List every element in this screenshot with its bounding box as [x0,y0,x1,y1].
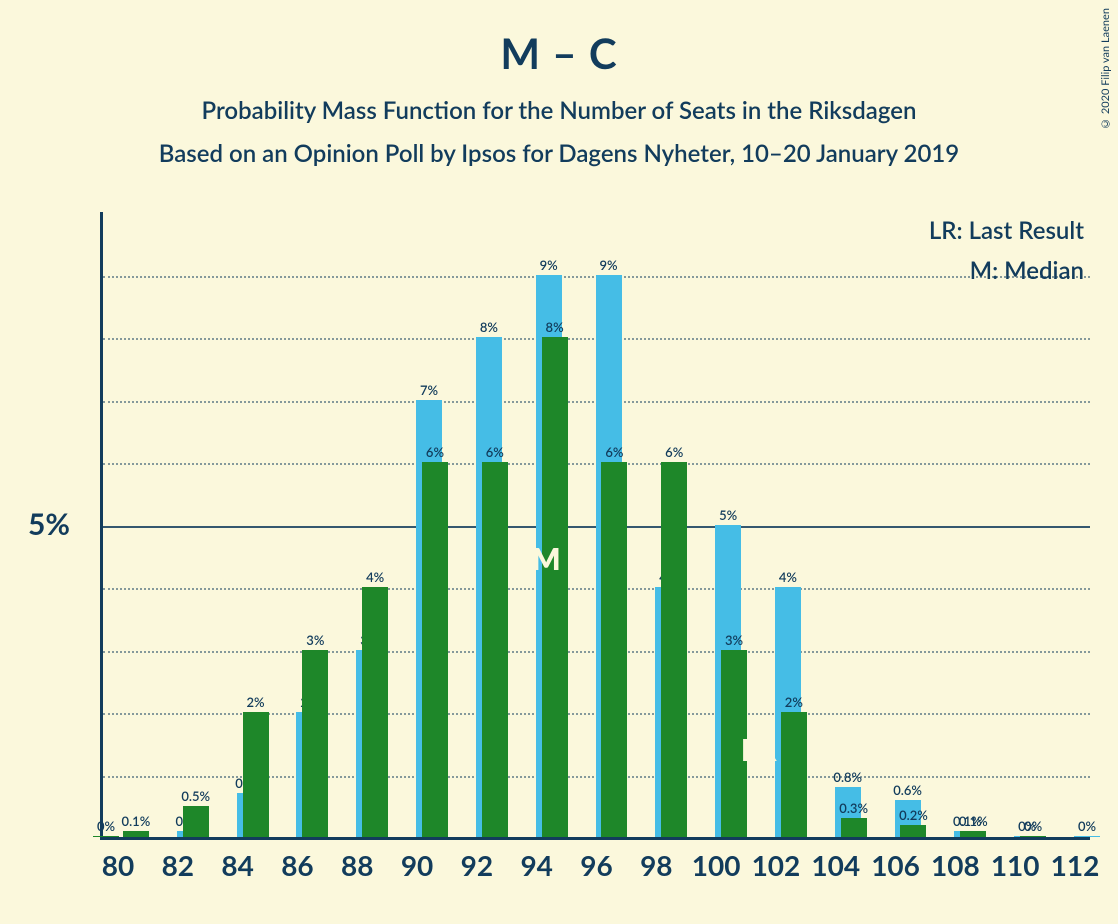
bar-blue: 0% [1074,836,1100,837]
bar-value-label: 2% [246,694,264,710]
bar-value-label: 4% [366,569,384,585]
bar-green: 6% [661,462,687,837]
bar-value-label: 5% [719,507,737,523]
bar-value-label: 6% [605,444,623,460]
bar-value-label: 0.2% [899,807,928,823]
bar-value-label: 0.8% [833,769,862,785]
bar-value-label: 0% [1024,818,1042,834]
bar-value-label: 0.5% [181,788,210,804]
x-tick-label: 112 [1051,848,1100,882]
chart-plot-area: 5% LR: Last Result M: Median 0%0.1%0.1%0… [100,212,1090,840]
bar-value-label: 0% [97,818,115,834]
bar-value-label: 8% [546,319,564,335]
bar-value-label: 9% [540,257,558,273]
bar-green: 0.2% [900,825,926,838]
x-tick-label: 82 [162,848,194,882]
chart-subtitle-1: Probability Mass Function for the Number… [0,96,1118,125]
bar-green: 0.5% [183,806,209,837]
bar-green: 2% [781,712,807,837]
bar-value-label: 9% [599,257,617,273]
x-tick-label: 88 [341,848,373,882]
x-tick-label: 108 [931,848,980,882]
x-tick-label: 110 [991,848,1040,882]
bar-value-label: 2% [785,694,803,710]
bar-value-label: 0.1% [959,813,988,829]
bar-green: 0.1% [123,831,149,837]
x-tick-label: 106 [871,848,920,882]
y-axis-label: 5% [28,506,70,542]
bar-green: 2% [243,712,269,837]
bar-green: 0.1% [960,831,986,837]
bar-value-label: 3% [725,632,743,648]
x-tick-label: 80 [102,848,134,882]
bar-value-label: 0.1% [122,813,151,829]
x-tick-label: 94 [520,848,552,882]
bar-value-label: 8% [480,319,498,335]
bar-green: 6% [482,462,508,837]
bar-value-label: 6% [486,444,504,460]
bar-green: 6% [422,462,448,837]
x-tick-label: 102 [752,848,801,882]
bar-value-label: 0% [1078,818,1096,834]
x-tick-label: 92 [461,848,493,882]
bar-green: 8% [542,337,568,837]
bar-value-label: 3% [306,632,324,648]
x-tick-label: 98 [640,848,672,882]
x-axis [100,837,1090,840]
bar-value-label: 0.6% [893,782,922,798]
x-tick-label: 84 [221,848,253,882]
x-tick-label: 90 [401,848,433,882]
chart-subtitle-2: Based on an Opinion Poll by Ipsos for Da… [0,139,1118,168]
bar-green: 0% [1020,836,1046,837]
bar-value-label: 6% [426,444,444,460]
x-tick-label: 96 [580,848,612,882]
bar-green: 3% [721,650,747,838]
bar-green: 0.3% [841,818,867,837]
bar-green: 6% [601,462,627,837]
copyright-text: © 2020 Filip van Laenen [1099,8,1112,130]
bar-green: 4% [362,587,388,837]
bar-value-label: 4% [779,569,797,585]
x-tick-label: 104 [811,848,860,882]
bars-container: 0%0.1%0.1%0.5%0.7%2%2%3%3%4%7%6%8%6%9%8%… [103,212,1090,837]
chart-title: M – C [0,0,1118,78]
x-tick-label: 86 [281,848,313,882]
x-tick-label: 100 [692,848,741,882]
bar-value-label: 0.3% [839,800,868,816]
bar-green: 0% [93,836,119,837]
bar-value-label: 7% [420,382,438,398]
bar-value-label: 6% [665,444,683,460]
bar-green: 3% [302,650,328,838]
